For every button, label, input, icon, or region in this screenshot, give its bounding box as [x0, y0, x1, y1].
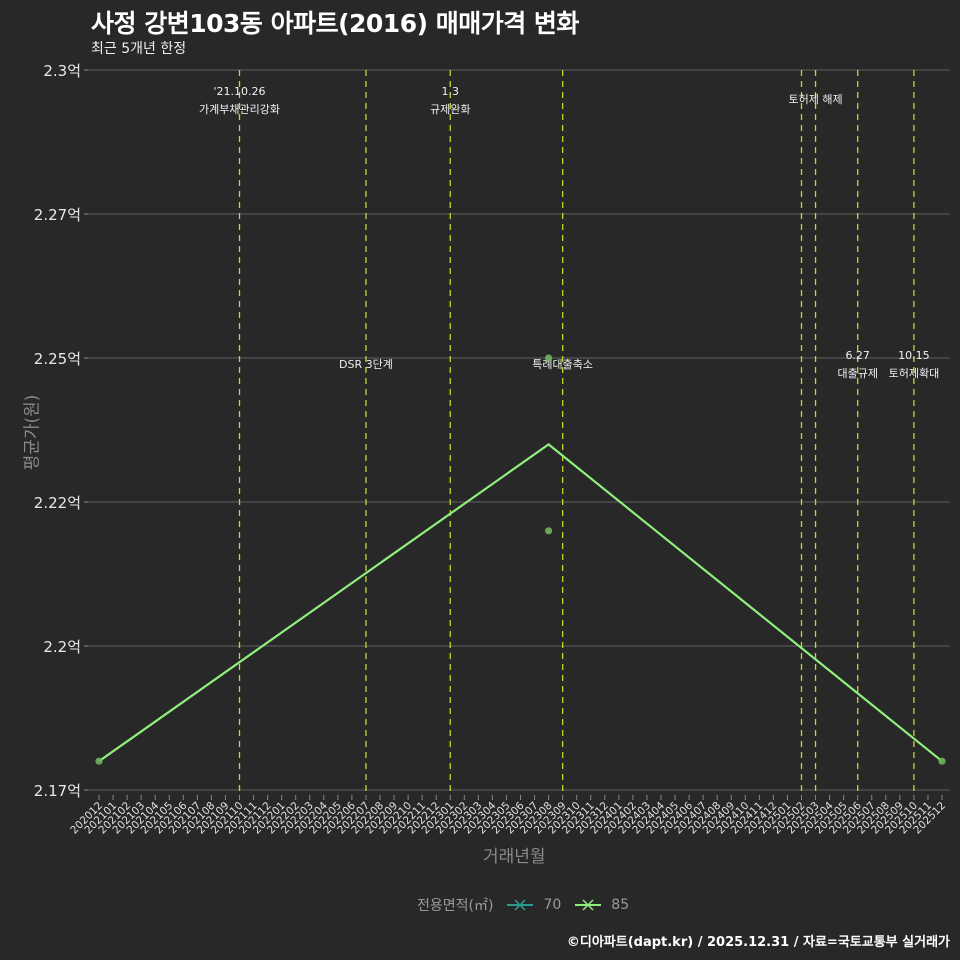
event-annotation: 규제완화	[430, 103, 470, 116]
data-point	[938, 757, 946, 765]
event-annotation: 특례대출축소	[532, 358, 593, 371]
y-tick-label: 2.3억	[43, 62, 81, 80]
y-tick-label: 2.2억	[43, 638, 81, 656]
legend-line-cross-icon	[507, 899, 534, 911]
legend-label: 70	[543, 897, 562, 913]
series-line-85	[98, 443, 943, 763]
chart-title: 사정 강변103동 아파트(2016) 매매가격 변화	[91, 9, 579, 38]
y-tick-label: 2.27억	[34, 206, 81, 224]
y-tick-label: 2.17억	[34, 782, 81, 800]
event-annotation: 토허제 해제	[788, 92, 842, 106]
chart-subtitle: 최근 5개년 한정	[91, 41, 187, 57]
data-point	[545, 354, 553, 362]
legend-line-cross-icon	[575, 899, 602, 911]
y-tick-label: 2.22억	[34, 494, 81, 512]
legend-item-70: 70	[507, 897, 561, 913]
event-annotation: 1.3	[442, 85, 460, 98]
event-annotation: 가계부채관리강화	[199, 103, 280, 116]
source-caption: ©디아파트(dapt.kr) / 2025.12.31 / 자료=국토교통부 실…	[566, 935, 950, 950]
y-tick-label: 2.25억	[34, 350, 81, 368]
legend-title: 전용면적(㎡)	[417, 898, 494, 914]
legend-item-85: 85	[575, 897, 629, 913]
event-annotation: '21.10.26	[213, 85, 265, 98]
event-annotation: 토허제확대	[889, 367, 940, 380]
event-annotation: 10.15	[898, 349, 930, 362]
y-axis-label: 평균가(원)	[22, 394, 43, 471]
event-annotation: 대출규제	[837, 367, 877, 380]
legend-label: 85	[611, 897, 630, 913]
x-axis-label: 거래년월	[483, 847, 546, 867]
event-annotation: 6.27	[845, 349, 870, 362]
data-point	[545, 527, 553, 535]
legend: 전용면적(㎡) 70 85	[417, 895, 629, 915]
event-annotation: DSR 3단계	[339, 358, 393, 371]
data-point	[95, 757, 103, 765]
